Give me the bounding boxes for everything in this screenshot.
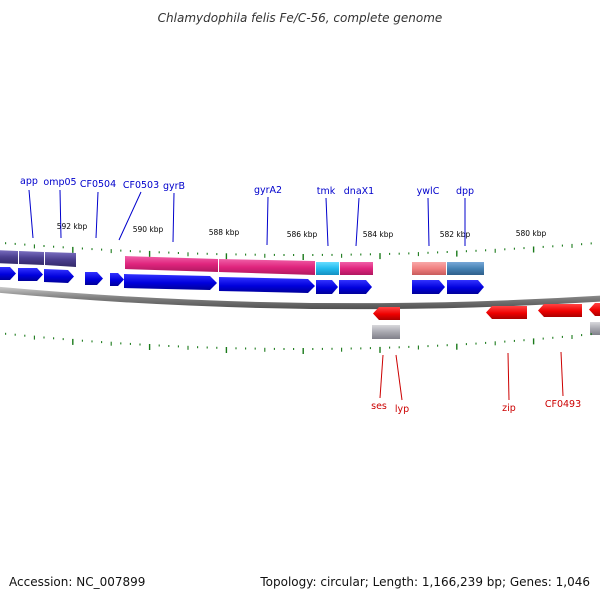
gene-arrow-forward[interactable] [447,280,484,294]
scale-label: 580 kbp [516,229,547,238]
gene-arrow-reverse[interactable] [589,303,600,316]
cog-bar[interactable] [447,262,484,275]
gene-label[interactable]: dpp [456,186,474,197]
cog-bar[interactable] [412,262,446,275]
label-leader [395,354,403,401]
scale-label: 586 kbp [287,230,318,239]
scale-labels: 592 kbp 590 kbp 588 kbp 586 kbp 584 kbp … [57,222,547,239]
gene-arrow-forward[interactable] [316,280,338,294]
scale-label: 592 kbp [57,222,88,231]
label-leader [325,197,329,247]
label-leader [266,196,269,246]
gene-label[interactable]: app [20,176,38,187]
reverse-gene-labels: ses lyp zip CF0493 [371,351,581,415]
gene-label[interactable]: CF0503 [123,180,159,191]
gene-arrow-reverse[interactable] [373,307,400,320]
gene-label[interactable]: zip [502,403,516,414]
label-leader [507,352,510,401]
genome-backbone [0,286,600,310]
cog-bar[interactable] [219,259,315,275]
gene-arrow-reverse[interactable] [486,306,527,319]
cog-bar[interactable] [19,251,44,265]
gene-arrow-forward[interactable] [18,268,43,281]
label-leader [118,191,142,241]
gene-arrow-forward[interactable] [0,267,16,280]
gene-arrow-forward[interactable] [219,277,315,293]
label-leader [427,197,430,247]
gene-label[interactable]: dnaX1 [344,186,374,197]
label-leader [28,189,34,239]
label-leader [355,197,360,247]
cog-bar[interactable] [372,325,400,339]
gene-arrow-forward[interactable] [412,280,445,294]
forward-gene-track [0,267,484,294]
gene-label[interactable]: CF0493 [545,399,581,410]
reverse-tick-ruler [5,332,592,354]
gene-label[interactable]: tmk [317,186,336,197]
gene-label[interactable]: omp05 [43,177,76,188]
label-leader [379,354,384,399]
gene-label[interactable]: ywlC [417,186,440,197]
forward-tick-ruler [5,242,592,260]
forward-gene-labels: app omp05 CF0504 CF0503 gyrB gyrA2 tmk d… [20,176,474,247]
forward-cog-track [0,250,484,275]
cog-bar[interactable] [125,256,218,272]
gene-arrow-forward[interactable] [44,269,74,283]
scale-label: 590 kbp [133,225,164,234]
genome-summary-text: Topology: circular; Length: 1,166,239 bp… [259,575,590,589]
gene-arrow-forward[interactable] [124,274,217,290]
cog-bar[interactable] [590,322,600,335]
reverse-gene-track [373,303,600,320]
gene-arrow-forward[interactable] [110,273,124,286]
map-title: Chlamydophila felis Fe/C-56, complete ge… [158,11,443,25]
gene-label[interactable]: lyp [395,404,409,415]
cog-bar[interactable] [0,250,18,264]
label-leader [560,351,564,397]
gene-arrow-reverse[interactable] [538,304,582,317]
gene-label[interactable]: gyrA2 [254,185,282,196]
accession-text: Accession: NC_007899 [9,575,145,589]
label-leader [59,189,62,239]
label-leader [172,192,175,243]
gene-label[interactable]: ses [371,401,387,412]
scale-label: 584 kbp [363,230,394,239]
gene-label[interactable]: CF0504 [80,179,116,190]
cog-bar[interactable] [316,262,339,275]
gene-arrow-forward[interactable] [339,280,372,294]
gene-label[interactable]: gyrB [163,181,185,192]
label-leader [95,191,99,239]
reverse-cog-track [372,322,600,339]
cog-bar[interactable] [45,252,76,267]
scale-label: 588 kbp [209,228,240,237]
gene-arrow-forward[interactable] [85,272,103,285]
scale-label: 582 kbp [440,230,471,239]
cog-bar[interactable] [340,262,373,275]
